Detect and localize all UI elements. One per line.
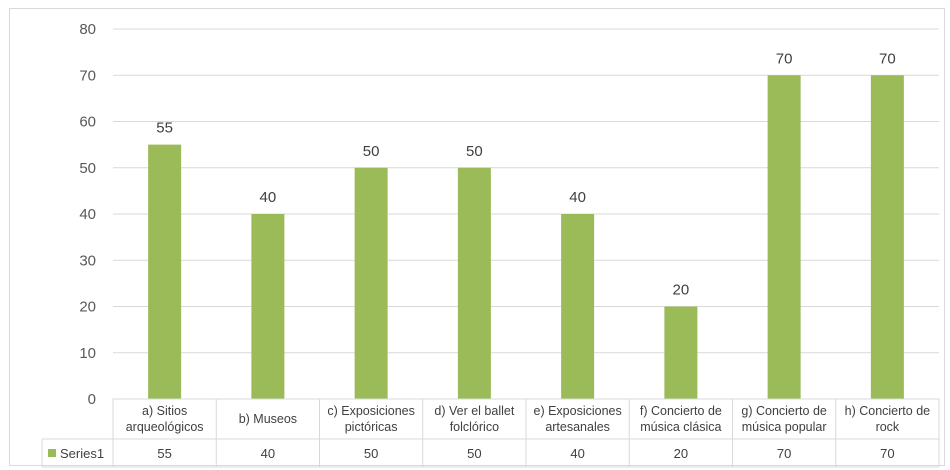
- bar: [870, 75, 904, 399]
- data-label: 55: [156, 120, 173, 137]
- x-tick-label: música popular: [742, 420, 827, 434]
- data-label: 50: [466, 143, 483, 160]
- bar: [767, 75, 801, 399]
- x-tick-label: b) Museos: [239, 412, 297, 426]
- legend-label: Series1: [60, 446, 104, 461]
- y-tick-label: 10: [79, 345, 96, 362]
- x-tick-label: rock: [876, 420, 900, 434]
- table-value: 50: [364, 446, 378, 461]
- data-label: 70: [879, 50, 896, 67]
- x-tick-label: a) Sitios: [142, 404, 187, 418]
- table-value: 50: [467, 446, 481, 461]
- table-value: 40: [570, 446, 584, 461]
- legend-swatch: [48, 449, 56, 457]
- x-tick-label: folclórico: [450, 420, 499, 434]
- data-label: 50: [363, 143, 380, 160]
- x-tick-label: h) Concierto de: [845, 404, 931, 418]
- bar: [664, 306, 698, 399]
- y-tick-label: 80: [79, 21, 96, 38]
- bar: [457, 167, 491, 399]
- x-tick-label: pictóricas: [345, 420, 398, 434]
- table-value: 55: [157, 446, 171, 461]
- table-value: 70: [777, 446, 791, 461]
- x-tick-label: música clásica: [640, 420, 721, 434]
- data-label: 20: [673, 282, 690, 299]
- bar: [251, 214, 285, 399]
- y-tick-label: 60: [79, 114, 96, 131]
- table-value: 70: [880, 446, 894, 461]
- bar: [354, 167, 388, 399]
- x-tick-label: g) Concierto de: [741, 404, 827, 418]
- x-tick-label: artesanales: [545, 420, 610, 434]
- y-tick-label: 0: [88, 391, 96, 408]
- x-tick-label: c) Exposiciones: [327, 404, 415, 418]
- bar: [148, 144, 182, 399]
- bar: [561, 214, 595, 399]
- x-tick-label: e) Exposiciones: [534, 404, 622, 418]
- x-tick-label: d) Ver el ballet: [434, 404, 514, 418]
- data-label: 40: [260, 189, 277, 206]
- y-tick-label: 30: [79, 252, 96, 269]
- x-tick-label: f) Concierto de: [640, 404, 722, 418]
- x-tick-label: arqueológicos: [126, 420, 204, 434]
- table-value: 20: [674, 446, 688, 461]
- data-label: 70: [776, 50, 793, 67]
- data-label: 40: [569, 189, 586, 206]
- y-tick-label: 50: [79, 160, 96, 177]
- y-tick-label: 20: [79, 299, 96, 316]
- y-tick-label: 70: [79, 67, 96, 84]
- table-value: 40: [261, 446, 275, 461]
- y-tick-label: 40: [79, 206, 96, 223]
